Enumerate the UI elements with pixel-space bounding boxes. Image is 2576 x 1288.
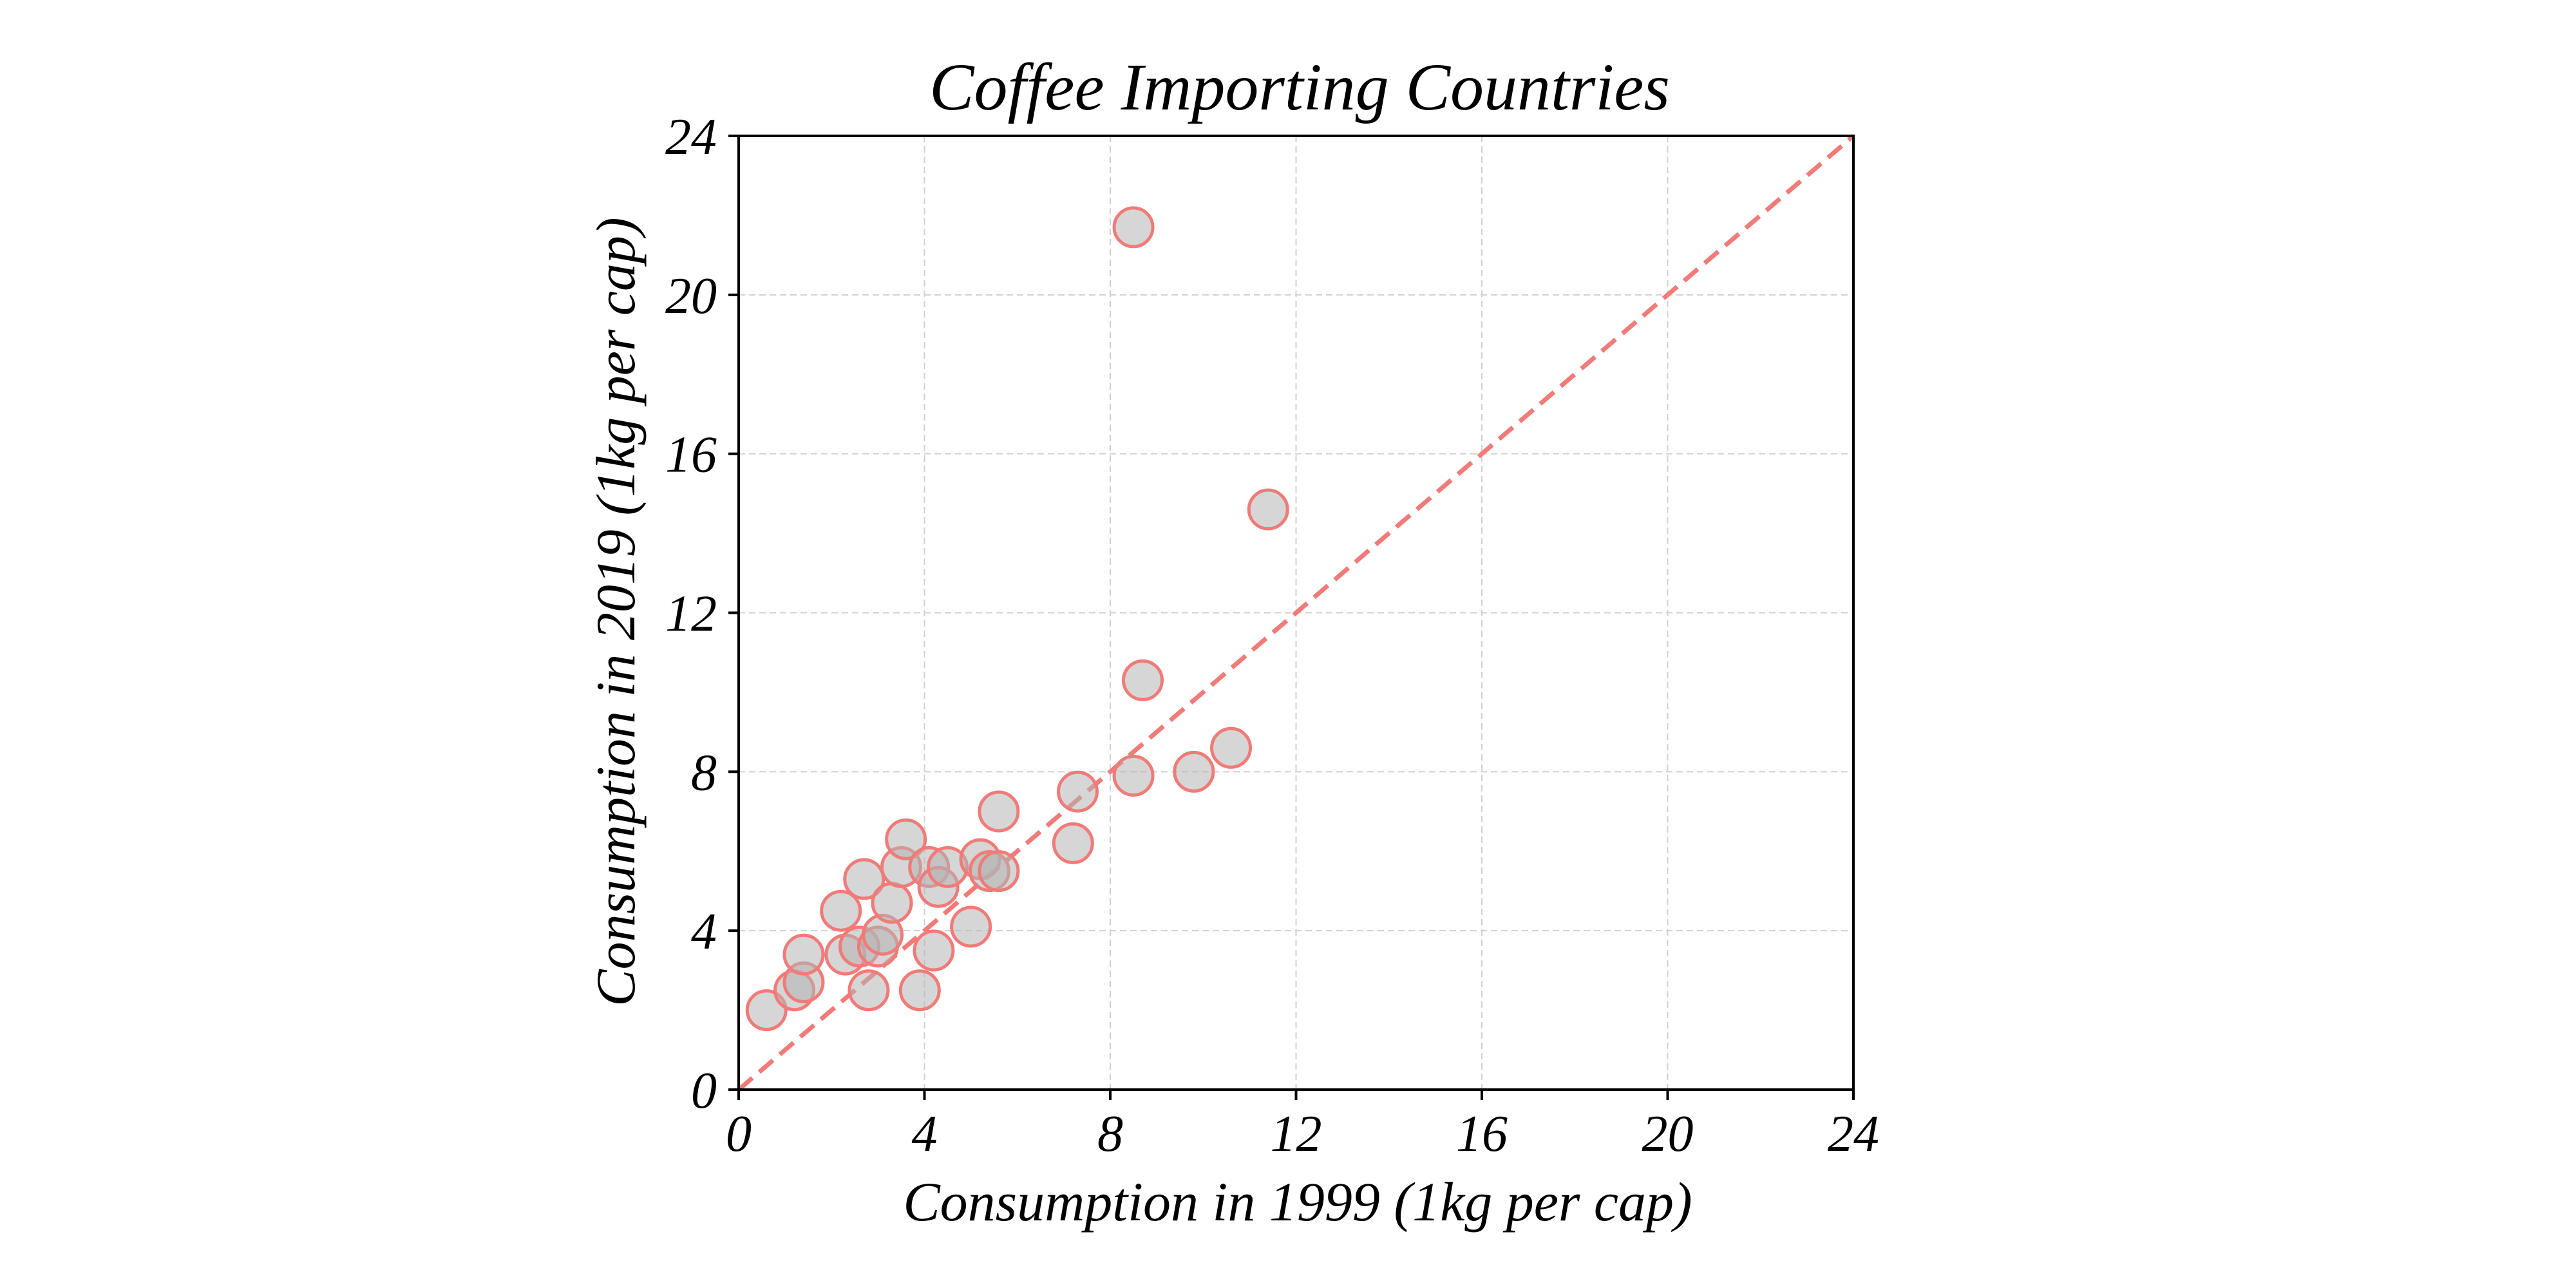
data-point — [1210, 726, 1253, 769]
y-tick-label: 24 — [665, 109, 717, 166]
data-point — [871, 882, 913, 924]
y-tick-label: 8 — [691, 744, 717, 801]
y-axis-label: Consumption in 2019 (1kg per cap) — [585, 217, 647, 1006]
data-point — [1112, 206, 1155, 249]
data-point — [978, 790, 1020, 833]
x-tick-label: 16 — [1456, 1106, 1508, 1162]
x-tick-label: 4 — [912, 1106, 938, 1162]
data-point — [1247, 488, 1289, 531]
y-tick-label: 12 — [665, 586, 717, 643]
y-tick-label: 20 — [665, 268, 717, 325]
ticks-layer: 0 4 8 12 16 20 24 0 4 8 12 16 20 24 — [665, 109, 1879, 1162]
data-point — [843, 858, 886, 900]
data-point — [1121, 659, 1164, 701]
data-point — [848, 969, 890, 1012]
x-tick-label: 8 — [1097, 1106, 1123, 1162]
x-tick-label: 20 — [1642, 1106, 1694, 1162]
y-tick-label: 4 — [691, 904, 717, 960]
data-point — [950, 905, 992, 948]
data-point — [913, 929, 955, 972]
x-axis-label: Consumption in 1999 (1kg per cap) — [903, 1171, 1692, 1233]
chart-title: Coffee Importing Countries — [929, 50, 1670, 124]
data-point — [1052, 822, 1094, 864]
data-point — [1173, 750, 1215, 793]
data-point — [820, 889, 862, 932]
data-point — [885, 818, 927, 860]
y-tick-label: 16 — [665, 427, 717, 484]
points-layer — [745, 206, 1289, 1032]
data-point — [1057, 770, 1099, 813]
reference-line-y-equals-x — [737, 134, 1855, 1092]
data-point — [978, 850, 1020, 893]
data-point — [898, 969, 941, 1012]
x-tick-label: 12 — [1271, 1106, 1322, 1162]
data-point — [782, 933, 825, 976]
x-tick-label: 0 — [726, 1106, 752, 1162]
data-point — [1112, 755, 1155, 797]
x-tick-label: 24 — [1828, 1106, 1879, 1162]
y-tick-label: 0 — [691, 1063, 717, 1119]
